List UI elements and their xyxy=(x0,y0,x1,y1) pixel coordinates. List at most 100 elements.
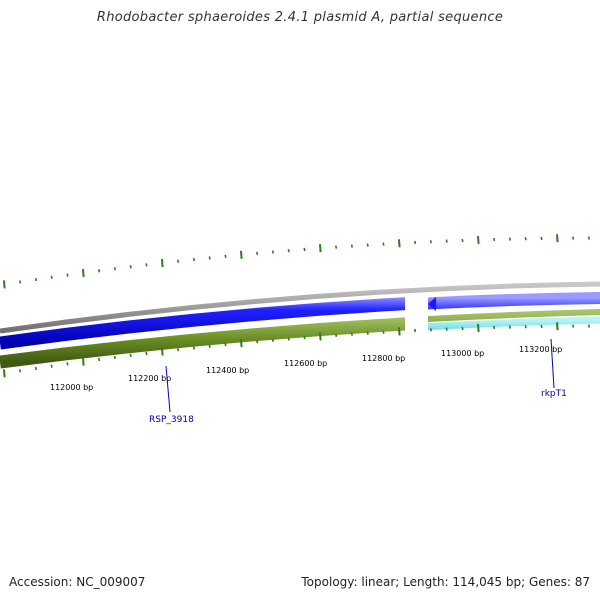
minor-tick xyxy=(540,324,543,329)
minor-tick xyxy=(129,353,132,358)
minor-tick xyxy=(303,336,306,340)
cds-arc-left xyxy=(0,317,405,369)
minor-tick xyxy=(429,240,432,244)
major-tick xyxy=(477,235,480,245)
minor-tick xyxy=(271,250,274,254)
major-tick xyxy=(82,357,85,366)
minor-tick xyxy=(350,244,353,248)
minor-tick xyxy=(177,348,180,352)
minor-tick xyxy=(445,239,448,243)
minor-tick xyxy=(382,330,385,334)
minor-tick xyxy=(540,236,543,241)
minor-tick xyxy=(366,331,369,335)
gene-label-leader xyxy=(165,365,171,413)
cds-arc-right xyxy=(428,309,600,323)
major-tick xyxy=(240,339,243,348)
major-tick xyxy=(319,244,322,253)
minor-tick xyxy=(429,328,432,332)
minor-tick xyxy=(572,324,575,328)
minor-tick xyxy=(256,251,259,256)
tick-label: 112200 bp xyxy=(128,374,171,383)
minor-tick xyxy=(177,259,180,263)
minor-tick xyxy=(50,275,53,279)
tick-label: 112600 bp xyxy=(284,359,327,368)
minor-tick xyxy=(508,237,511,241)
map-title: Rhodobacter sphaeroides 2.4.1 plasmid A,… xyxy=(96,10,504,25)
minor-tick xyxy=(493,237,496,242)
tick-label: 113200 bp xyxy=(519,345,562,354)
major-tick xyxy=(556,322,559,331)
gene-arc-left xyxy=(0,297,405,350)
minor-tick xyxy=(350,332,353,336)
minor-tick xyxy=(414,240,417,245)
misc-feature-arc-right xyxy=(428,316,600,331)
minor-tick xyxy=(19,280,22,284)
minor-tick xyxy=(113,355,116,360)
scale-tick-ring xyxy=(3,322,590,378)
major-tick xyxy=(3,369,6,378)
tick-label: 112800 bp xyxy=(362,354,405,363)
minor-tick xyxy=(524,325,527,329)
minor-tick xyxy=(66,273,69,277)
gene-label-leader xyxy=(550,338,555,389)
accession-label: Accession: NC_009007 xyxy=(9,575,146,589)
major-tick xyxy=(161,347,164,356)
minor-tick xyxy=(145,351,148,356)
minor-tick xyxy=(66,362,69,366)
minor-tick xyxy=(19,369,22,373)
minor-tick xyxy=(98,357,101,362)
minor-tick xyxy=(461,238,464,243)
gene-arrowhead xyxy=(428,297,436,311)
minor-tick xyxy=(129,265,132,269)
minor-tick xyxy=(34,366,37,371)
minor-tick xyxy=(445,327,448,331)
major-tick xyxy=(240,250,243,259)
tick-label: 112400 bp xyxy=(206,366,249,375)
tick-label: 113000 bp xyxy=(441,349,484,358)
minor-tick xyxy=(256,340,259,344)
minor-tick xyxy=(208,256,211,260)
minor-tick xyxy=(224,254,227,258)
gene-label-rkpt1[interactable]: rkpT1 xyxy=(541,389,567,399)
minor-tick xyxy=(366,243,369,247)
major-tick xyxy=(398,239,401,248)
minor-tick xyxy=(98,269,101,273)
minor-tick xyxy=(50,364,53,368)
topology-summary: Topology: linear; Length: 114,045 bp; Ge… xyxy=(301,575,590,589)
minor-tick xyxy=(271,338,274,342)
minor-tick xyxy=(461,326,464,331)
minor-tick xyxy=(303,247,306,252)
minor-tick xyxy=(382,242,385,246)
major-tick xyxy=(161,258,164,268)
major-tick xyxy=(82,268,85,277)
minor-tick xyxy=(587,236,590,240)
minor-tick xyxy=(113,267,116,271)
minor-tick xyxy=(335,333,338,337)
minor-tick xyxy=(508,325,511,329)
minor-tick xyxy=(572,236,575,240)
minor-tick xyxy=(145,263,148,267)
major-tick xyxy=(3,280,6,289)
minor-tick xyxy=(208,344,211,348)
minor-tick xyxy=(224,343,227,347)
minor-tick xyxy=(524,237,527,241)
gene-arc-right xyxy=(428,292,600,310)
major-tick xyxy=(556,234,559,243)
gene-label-rsp-3918[interactable]: RSP_3918 xyxy=(149,415,194,425)
tick-label: 112000 bp xyxy=(50,383,93,392)
minor-tick xyxy=(414,328,417,333)
sequence-backbone xyxy=(0,281,600,334)
major-tick xyxy=(319,332,322,341)
major-tick xyxy=(398,327,401,336)
minor-tick xyxy=(34,277,37,282)
minor-tick xyxy=(287,337,290,341)
minor-tick xyxy=(287,249,290,253)
outer-tick-ring xyxy=(3,234,590,289)
minor-tick xyxy=(335,245,338,249)
major-tick xyxy=(477,323,480,333)
minor-tick xyxy=(587,324,590,328)
minor-tick xyxy=(192,346,195,350)
minor-tick xyxy=(493,325,496,330)
minor-tick xyxy=(192,257,195,262)
